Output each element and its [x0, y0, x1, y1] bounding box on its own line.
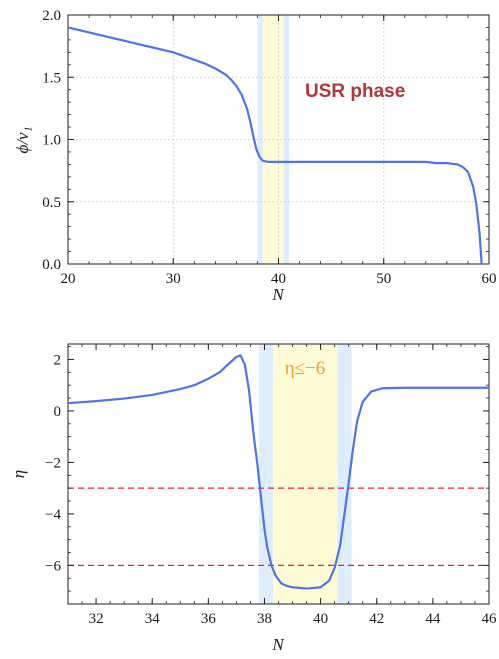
top-x-axis-label: N [271, 285, 285, 304]
x-tick-label: 32 [89, 611, 104, 627]
y-tick-label: 0.0 [42, 257, 61, 273]
y-tick-label: 1.5 [42, 70, 61, 86]
top-y-axis-label: ϕ/v₁ [13, 127, 32, 154]
x-tick-label: 60 [482, 271, 497, 287]
bottom-x-axis-label: N [271, 635, 285, 654]
shaded-band-2 [272, 344, 338, 604]
y-tick-label: −2 [45, 455, 61, 471]
x-tick-label: 40 [313, 611, 328, 627]
y-tick-label: −4 [45, 507, 61, 523]
y-tick-label: 0 [54, 404, 62, 420]
y-tick-label: 1.0 [42, 133, 61, 149]
eta-threshold-label: η≤−6 [285, 358, 326, 379]
tick-marks [67, 14, 490, 265]
eta-curve [67, 354, 489, 590]
y-tick-label: −6 [45, 558, 61, 574]
x-tick-label: 46 [482, 611, 498, 627]
x-tick-label: 20 [61, 271, 76, 287]
shaded-bands [258, 344, 352, 604]
usr-phase-label: USR phase [305, 81, 405, 102]
x-tick-label: 40 [271, 271, 286, 287]
x-tick-label: 42 [369, 611, 384, 627]
x-tick-label: 34 [145, 611, 161, 627]
x-tick-label: 30 [166, 271, 181, 287]
y-tick-label: 0.5 [42, 195, 61, 211]
bottom-y-axis-label: η [9, 470, 28, 478]
tick-marks [67, 344, 490, 605]
x-tick-labels: 20 30 40 50 60 [61, 271, 497, 287]
y-tick-labels: 0.0 0.5 1.0 1.5 2.0 [42, 8, 61, 273]
reference-lines [68, 487, 489, 567]
top-panel: 20 30 40 50 60 0.0 0.5 1.0 1.5 2.0 N ϕ/v₁ USR ph… [13, 8, 497, 304]
x-tick-labels: 32 34 36 38 40 42 44 46 [89, 611, 497, 627]
y-tick-labels: 2 0 −2 −4 −6 [45, 352, 61, 574]
x-tick-label: 44 [425, 611, 441, 627]
x-tick-label: 50 [376, 271, 391, 287]
phi-curve [67, 26, 483, 265]
x-tick-label: 38 [257, 611, 272, 627]
bottom-panel: 32 34 36 38 40 42 44 46 2 0 −2 −4 −6 N η η≤−6 [9, 343, 497, 654]
y-tick-label: 2.0 [42, 8, 61, 24]
x-tick-label: 36 [201, 611, 217, 627]
y-tick-label: 2 [54, 352, 62, 368]
